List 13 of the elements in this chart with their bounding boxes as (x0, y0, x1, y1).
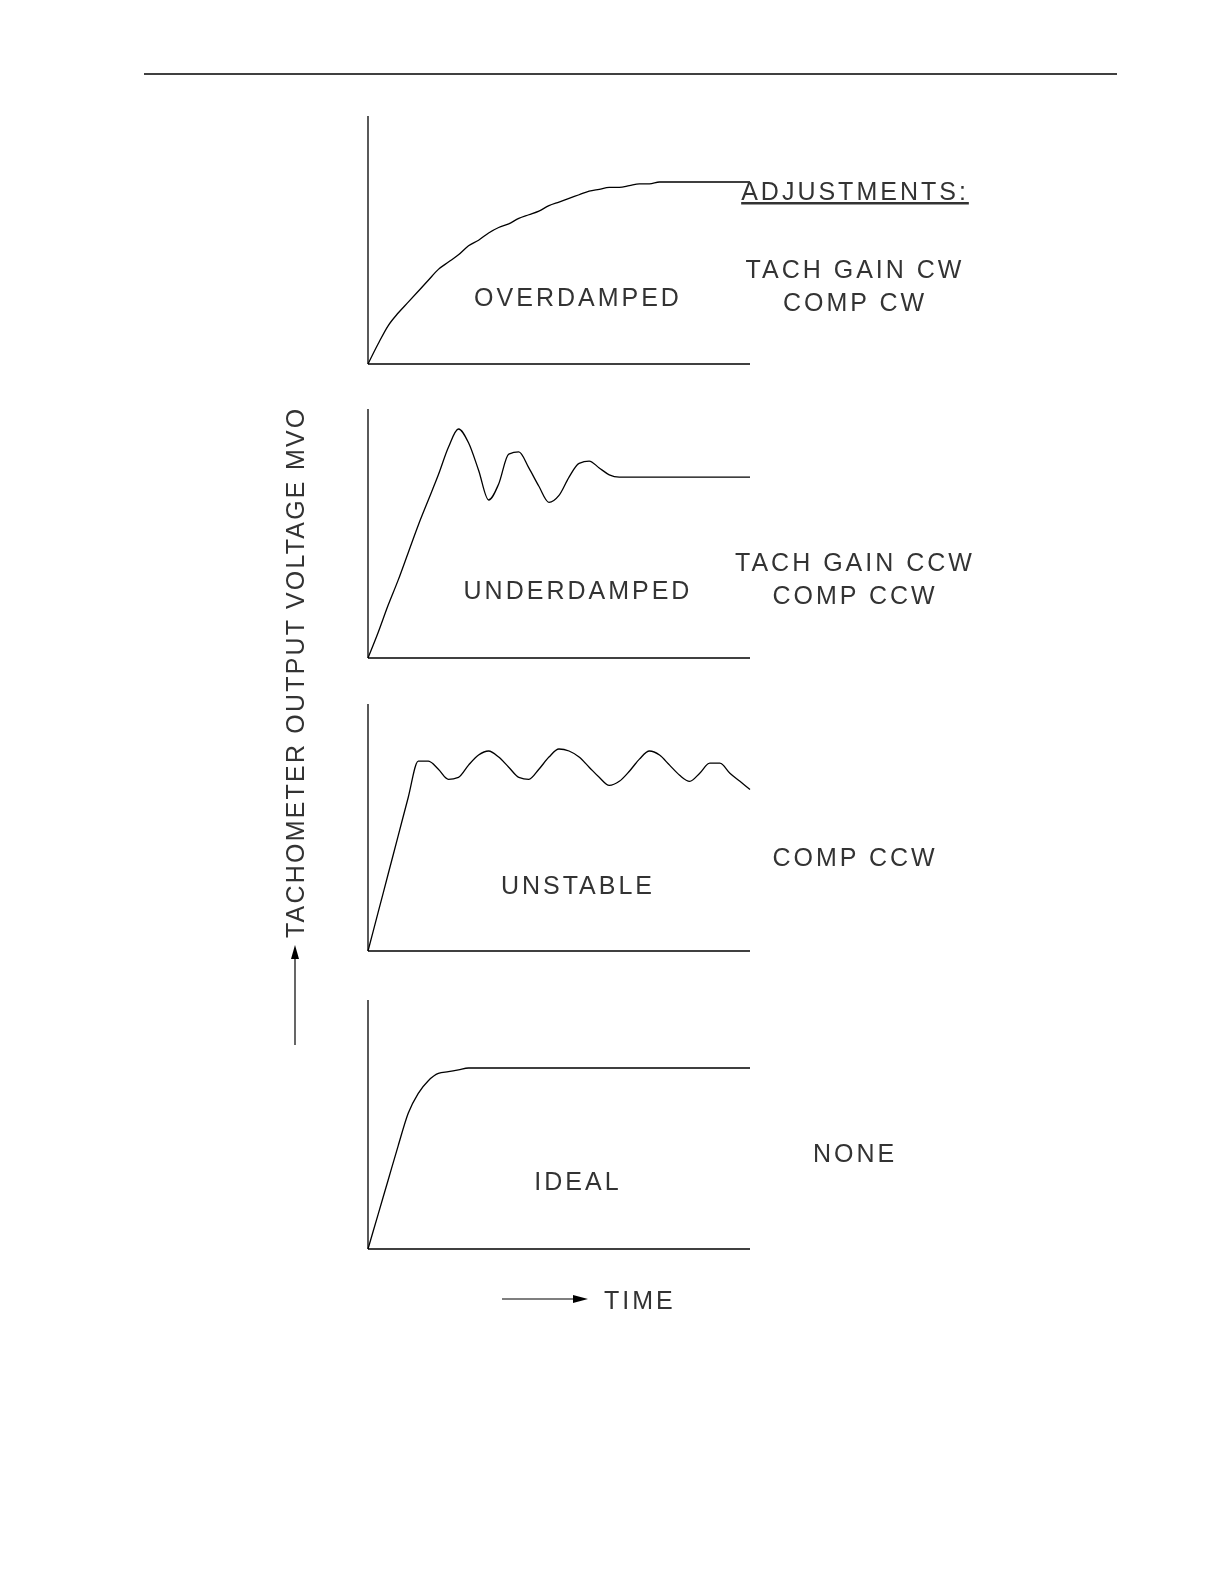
annotation: TACH GAIN CW (745, 255, 965, 283)
text: COMP CW (782, 288, 928, 316)
x-axis-title: TIME (604, 1286, 676, 1314)
text: NONE (812, 1139, 898, 1167)
text: COMP CCW (772, 843, 938, 871)
annotation: UNSTABLE (500, 871, 656, 899)
annotation: IDEAL (534, 1167, 622, 1195)
y-axis-title: TACHOMETER OUTPUT VOLTAGE MVO (281, 406, 309, 938)
annotation: UNDERDAMPED (463, 576, 693, 604)
annotation: TACH GAIN CCW (735, 548, 975, 576)
annotation: ADJUSTMENTS: (741, 177, 969, 205)
text: COMP CCW (772, 581, 938, 609)
annotation: OVERDAMPED (474, 283, 682, 311)
